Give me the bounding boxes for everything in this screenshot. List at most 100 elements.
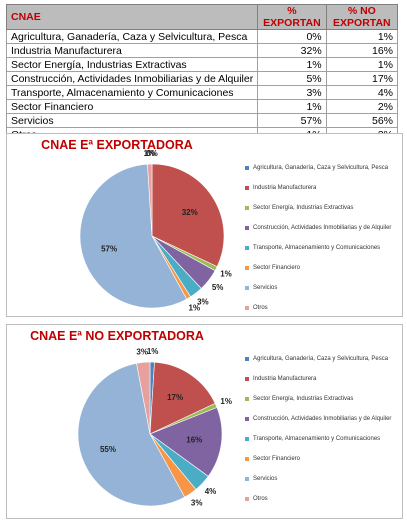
chart-title: CNAE Eª EXPORTADORA: [41, 138, 193, 152]
row-label: Agricultura, Ganadería, Caza y Selvicult…: [5, 29, 259, 44]
pie-data-label: 3%: [136, 347, 148, 356]
legend-item: Otros: [245, 495, 400, 503]
table-row: Transporte, Almacenamiento y Comunicacio…: [5, 85, 399, 100]
row-exportan: 1%: [257, 99, 327, 114]
pie-data-label: 3%: [197, 298, 209, 307]
row-exportan: 57%: [257, 113, 327, 128]
pie-data-label: 55%: [100, 445, 116, 454]
legend-swatch: [245, 497, 249, 501]
legend-label: Agricultura, Ganadería, Caza y Selvicult…: [253, 356, 389, 362]
row-no-exportan: 1%: [325, 57, 399, 72]
table-row: Servicios 57% 56%: [5, 113, 399, 128]
pie-data-label: 16%: [186, 436, 202, 445]
legend-swatch: [245, 186, 249, 190]
table-row: Industria Manufacturera 32% 16%: [5, 43, 399, 58]
legend-item: Transporte, Almacenamiento y Comunicacio…: [245, 435, 400, 443]
table-row: Agricultura, Ganadería, Caza y Selvicult…: [5, 29, 399, 44]
row-exportan: 3%: [257, 85, 327, 100]
legend-item: Servicios: [245, 475, 400, 483]
legend-swatch: [245, 286, 249, 290]
legend-label: Sector Energía, Industrias Extractivas: [253, 205, 354, 211]
legend-swatch: [245, 306, 249, 310]
table-header-row: CNAE % EXPORTAN % NO EXPORTAN: [5, 4, 399, 30]
legend-item: Construcción, Actividades Inmobiliarias …: [245, 415, 400, 423]
pie-data-label: 5%: [212, 283, 224, 292]
legend-label: Transporte, Almacenamiento y Comunicacio…: [253, 245, 381, 251]
legend-item: Agricultura, Ganadería, Caza y Selvicult…: [245, 355, 400, 363]
pie-data-label: 1%: [144, 149, 156, 158]
legend-item: Construcción, Actividades Inmobiliarias …: [245, 224, 400, 232]
legend-swatch: [245, 166, 249, 170]
legend-item: Agricultura, Ganadería, Caza y Selvicult…: [245, 164, 400, 172]
legend-swatch: [245, 477, 249, 481]
chart-title: CNAE Eª NO EXPORTADORA: [30, 329, 204, 343]
legend-swatch: [245, 397, 249, 401]
legend-label: Industria Manufacturera: [253, 376, 317, 382]
pie-slice: [151, 163, 225, 268]
pie-data-label: 0%: [146, 149, 158, 158]
legend-label: Sector Financiero: [253, 265, 301, 271]
pie-data-label: 57%: [101, 245, 117, 254]
row-no-exportan: 56%: [325, 113, 399, 128]
pie-data-label: 32%: [182, 208, 198, 217]
pie-data-label: 1%: [220, 270, 232, 279]
legend-label: Construcción, Actividades Inmobiliarias …: [253, 225, 392, 231]
pie-slice: [79, 163, 188, 309]
pie-data-label: 17%: [167, 393, 183, 402]
pie-slice: [149, 361, 216, 435]
legend-swatch: [245, 417, 249, 421]
row-no-exportan: 4%: [325, 85, 399, 100]
legend-item: Sector Financiero: [245, 264, 400, 272]
legend-item: Industria Manufacturera: [245, 184, 400, 192]
pie-data-label: 1%: [147, 347, 159, 356]
legend-swatch: [245, 266, 249, 270]
legend-label: Transporte, Almacenamiento y Comunicacio…: [253, 436, 381, 442]
table-row: Sector Energía, Industrias Extractivas 1%…: [5, 57, 399, 72]
legend-item: Sector Energía, Industrias Extractivas: [245, 395, 400, 403]
legend-label: Industria Manufacturera: [253, 185, 317, 191]
pie-chart-exportadora: 0%32%1%5%3%1%57%1%: [79, 149, 232, 312]
row-exportan: 1%: [257, 57, 327, 72]
header-no-exportan: % NO EXPORTAN: [325, 4, 399, 30]
legend-label: Sector Financiero: [253, 456, 301, 462]
header-cnae: CNAE: [5, 4, 259, 30]
legend-no-exportadora: Agricultura, Ganadería, Caza y Selvicult…: [245, 355, 400, 515]
legend-swatch: [245, 226, 249, 230]
pie-slice: [136, 361, 151, 435]
row-no-exportan: 1%: [325, 29, 399, 44]
table-row: Construcción, Actividades Inmobiliarias …: [5, 71, 399, 86]
pie-slice: [147, 163, 153, 237]
legend-label: Otros: [253, 496, 268, 502]
pie-data-label: 4%: [205, 487, 217, 496]
legend-swatch: [245, 206, 249, 210]
legend-item: Sector Energía, Industrias Extractivas: [245, 204, 400, 212]
legend-label: Servicios: [253, 285, 278, 291]
legend-swatch: [245, 246, 249, 250]
chart-exportadora: CNAE Eª EXPORTADORA 0% 32% 1% 5% 3% 1% 57% 1% A…: [6, 133, 403, 317]
row-no-exportan: 16%: [325, 43, 399, 58]
pie-data-label: 1%: [189, 303, 201, 312]
row-exportan: 5%: [257, 71, 327, 86]
pie-data-label: 1%: [220, 397, 232, 406]
cnae-table: CNAE % EXPORTAN % NO EXPORTAN Agricultur…: [5, 4, 399, 142]
row-label: Construcción, Actividades Inmobiliarias …: [5, 71, 259, 86]
legend-label: Servicios: [253, 476, 278, 482]
row-exportan: 0%: [257, 29, 327, 44]
legend-label: Construcción, Actividades Inmobiliarias …: [253, 416, 392, 422]
legend-item: Transporte, Almacenamiento y Comunicacio…: [245, 244, 400, 252]
pie-slice: [149, 407, 223, 477]
legend-item: Otros: [245, 304, 400, 312]
pie-data-label: 3%: [191, 499, 203, 508]
header-exportan: % EXPORTAN: [257, 4, 327, 30]
legend-label: Otros: [253, 305, 268, 311]
row-label: Sector Financiero: [5, 99, 259, 114]
legend-item: Servicios: [245, 284, 400, 292]
pie-slice: [77, 362, 186, 507]
row-label: Servicios: [5, 113, 259, 128]
row-label: Sector Energía, Industrias Extractivas: [5, 57, 259, 72]
row-exportan: 32%: [257, 43, 327, 58]
legend-label: Sector Energía, Industrias Extractivas: [253, 396, 354, 402]
legend-swatch: [245, 357, 249, 361]
legend-swatch: [245, 437, 249, 441]
row-no-exportan: 2%: [325, 99, 399, 114]
